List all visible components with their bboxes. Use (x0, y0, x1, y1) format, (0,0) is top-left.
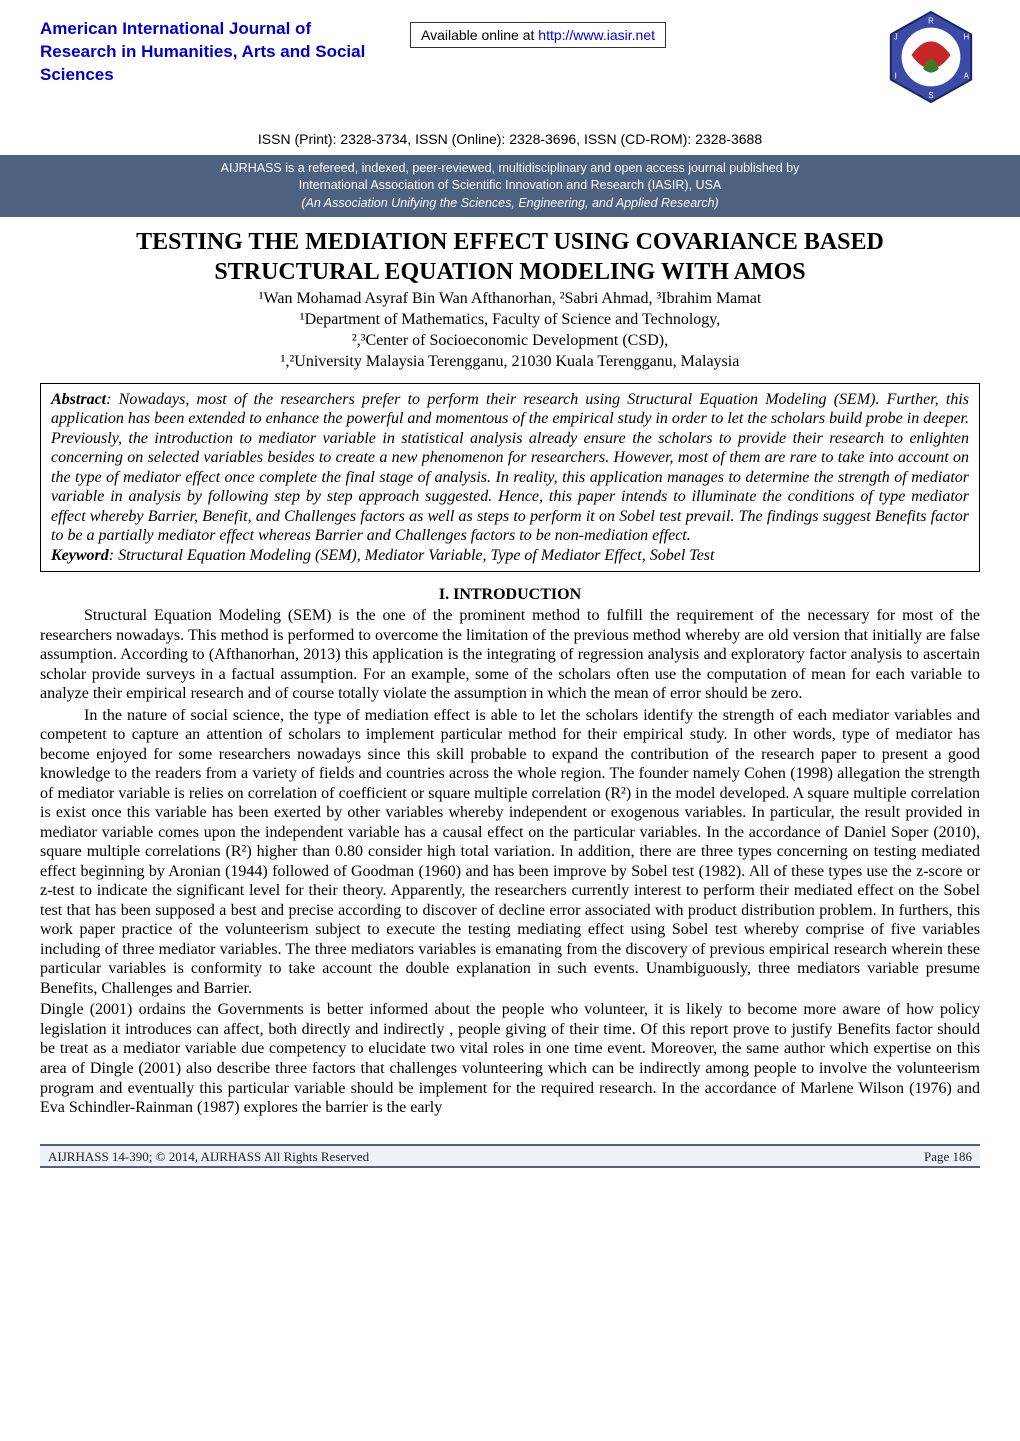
journal-title: American International Journal of Resear… (40, 18, 390, 87)
journal-header: American International Journal of Resear… (0, 0, 1020, 155)
page-footer: AIJRHASS 14-390; © 2014, AIJRHASS All Ri… (40, 1144, 980, 1168)
keyword-label: Keyword (51, 547, 109, 564)
author-block: ¹Wan Mohamad Asyraf Bin Wan Afthanorhan,… (60, 289, 960, 372)
footer-copyright: AIJRHASS 14-390; © 2014, AIJRHASS All Ri… (48, 1149, 369, 1165)
svg-text:R: R (928, 17, 934, 26)
svg-text:H: H (963, 32, 969, 41)
abstract-box: Abstract: Nowadays, most of the research… (40, 383, 980, 573)
abstract-text: : Nowadays, most of the researchers pref… (51, 391, 969, 545)
section-heading-introduction: I. INTRODUCTION (0, 586, 1020, 604)
intro-para-2: In the nature of social science, the typ… (40, 706, 980, 999)
available-text: Available online at (421, 27, 538, 43)
footer-page-number: Page 186 (924, 1149, 972, 1165)
svg-text:I: I (895, 72, 897, 81)
issn-line: ISSN (Print): 2328-3734, ISSN (Online): … (40, 131, 980, 147)
journal-url-link[interactable]: http://www.iasir.net (538, 27, 655, 43)
svg-text:J: J (894, 32, 898, 41)
affiliation-1: ¹Department of Mathematics, Faculty of S… (60, 310, 960, 331)
banner-line-2: International Association of Scientific … (40, 177, 980, 195)
body-text: Structural Equation Modeling (SEM) is th… (40, 606, 980, 1117)
svg-text:A: A (964, 72, 970, 81)
paper-title: TESTING THE MEDIATION EFFECT USING COVAR… (80, 227, 940, 287)
banner-line-3: (An Association Unifying the Sciences, E… (40, 195, 980, 213)
svg-text:S: S (928, 91, 933, 100)
banner-line-1: AIJRHASS is a refereed, indexed, peer-re… (40, 160, 980, 178)
affiliation-3: ¹,²University Malaysia Terengganu, 21030… (60, 352, 960, 373)
iasir-logo: R H A J I S (882, 8, 980, 106)
intro-para-1: Structural Equation Modeling (SEM) is th… (40, 606, 980, 704)
intro-para-3: Dingle (2001) ordains the Governments is… (40, 1000, 980, 1117)
keyword-text: : Structural Equation Modeling (SEM), Me… (109, 547, 715, 564)
authors-line: ¹Wan Mohamad Asyraf Bin Wan Afthanorhan,… (60, 289, 960, 310)
publisher-banner: AIJRHASS is a refereed, indexed, peer-re… (0, 155, 1020, 218)
affiliation-2: ²,³Center of Socioeconomic Development (… (60, 331, 960, 352)
availability-box: Available online at http://www.iasir.net (410, 22, 666, 48)
abstract-label: Abstract (51, 391, 106, 408)
